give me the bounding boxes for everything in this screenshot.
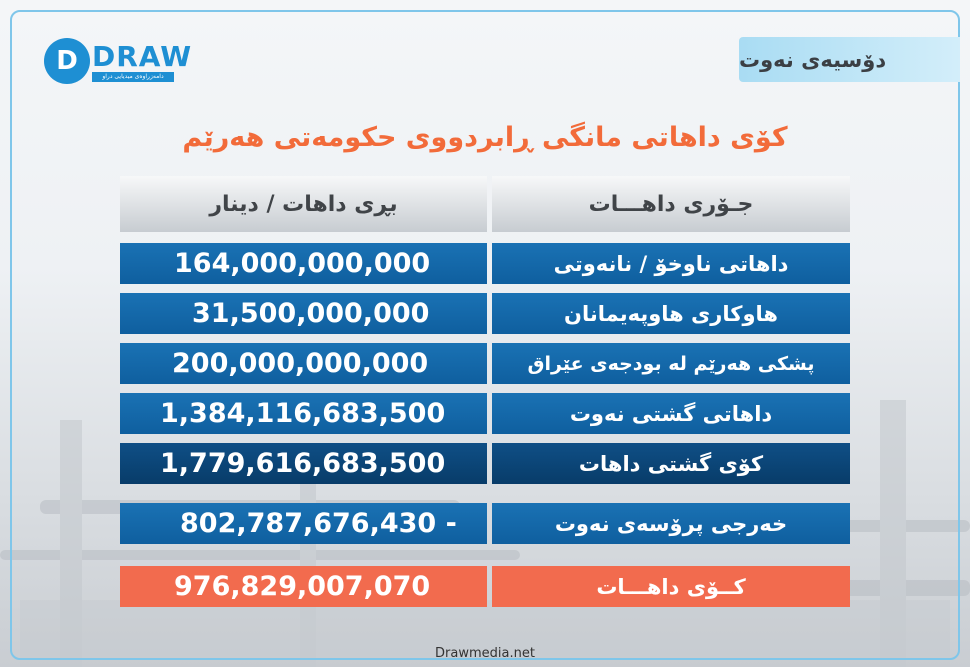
total-amount: 976,829,007,070 — [120, 566, 487, 607]
row-3-amount: 200,000,000,000 — [120, 343, 487, 384]
page-title: کۆی داهاتی مانگی ڕابردووی حکومەتی هەرێم — [182, 122, 788, 153]
row-5-type: کۆی گشتی داهات — [492, 443, 850, 484]
total-type: کــۆی داهـــات — [492, 566, 850, 607]
row-6-type: خەرجی پرۆسەی نەوت — [492, 503, 850, 544]
background-industrial-image — [0, 380, 970, 667]
header-type: جـۆری داهـــات — [492, 176, 850, 232]
logo-tagline: دامەزراوەی میدیایی دراو — [92, 72, 174, 82]
row-5-amount: 1,779,616,683,500 — [120, 443, 487, 484]
row-4-type: داهاتی گشتی نەوت — [492, 393, 850, 434]
row-4-amount: 1,384,116,683,500 — [120, 393, 487, 434]
row-3-type: پشکی هەرێم لە بودجەی عێراق — [492, 343, 850, 384]
section-badge: دۆسیەی نەوت — [739, 37, 960, 82]
footer-website: Drawmedia.net — [435, 646, 535, 661]
row-1-amount: 164,000,000,000 — [120, 243, 487, 284]
logo-wordmark: DRAW — [92, 40, 193, 73]
page-frame — [10, 10, 960, 660]
row-6-amount: 802,787,676,430 - — [120, 503, 487, 544]
row-2-amount: 31,500,000,000 — [120, 293, 487, 334]
row-2-type: هاوکاری هاوپەیمانان — [492, 293, 850, 334]
logo-circle-icon: D — [44, 38, 90, 84]
row-1-type: داهاتی ناوخۆ / نانەوتی — [492, 243, 850, 284]
draw-logo: D DRAW دامەزراوەی میدیایی دراو — [44, 38, 191, 84]
header-amount: بڕی داهات / دینار — [120, 176, 487, 232]
